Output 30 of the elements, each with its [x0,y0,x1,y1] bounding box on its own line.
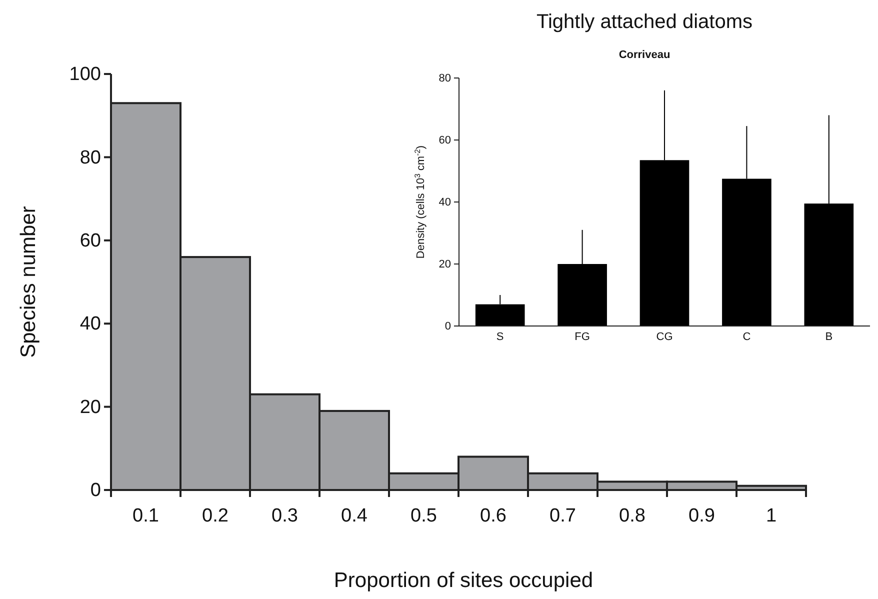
x-tick-label: 0.2 [202,505,228,526]
x-tick-label: S [496,330,504,343]
x-tick-label: 0.6 [480,505,506,526]
x-tick-label: 0.7 [550,505,576,526]
y-axis-title: Species number [17,206,40,358]
y-tick-label: 0 [90,480,101,502]
x-tick-label: C [742,330,751,343]
x-tick-label: 0.3 [272,505,298,526]
x-tick-label: 0.8 [619,505,646,526]
y-tick-label: 20 [438,258,451,271]
y-tick-label: 80 [80,147,101,168]
y-tick-label: 60 [80,230,101,252]
y-tick-label: 40 [438,196,451,209]
x-tick-label: 0.4 [341,505,368,526]
x-tick-label: FG [574,330,590,343]
y-tick-label: 20 [80,396,101,418]
x-tick-label: 0.9 [688,505,715,526]
chart-title: Tightly attached diatoms [536,11,753,33]
x-axis-title: Proportion of sites occupied [334,569,594,592]
x-tick-label: 0.1 [132,505,159,526]
x-tick-label: 1 [766,505,777,526]
x-tick-label: CG [656,330,673,343]
y-tick-label: 60 [438,134,451,147]
y-tick-label: 100 [69,64,101,86]
y-tick-label: 0 [444,320,451,333]
y-tick-label: 80 [438,72,451,85]
x-tick-label: 0.5 [410,505,437,526]
chart-subtitle: Corriveau [618,49,670,61]
x-tick-label: B [825,330,833,343]
y-tick-label: 40 [80,314,101,335]
